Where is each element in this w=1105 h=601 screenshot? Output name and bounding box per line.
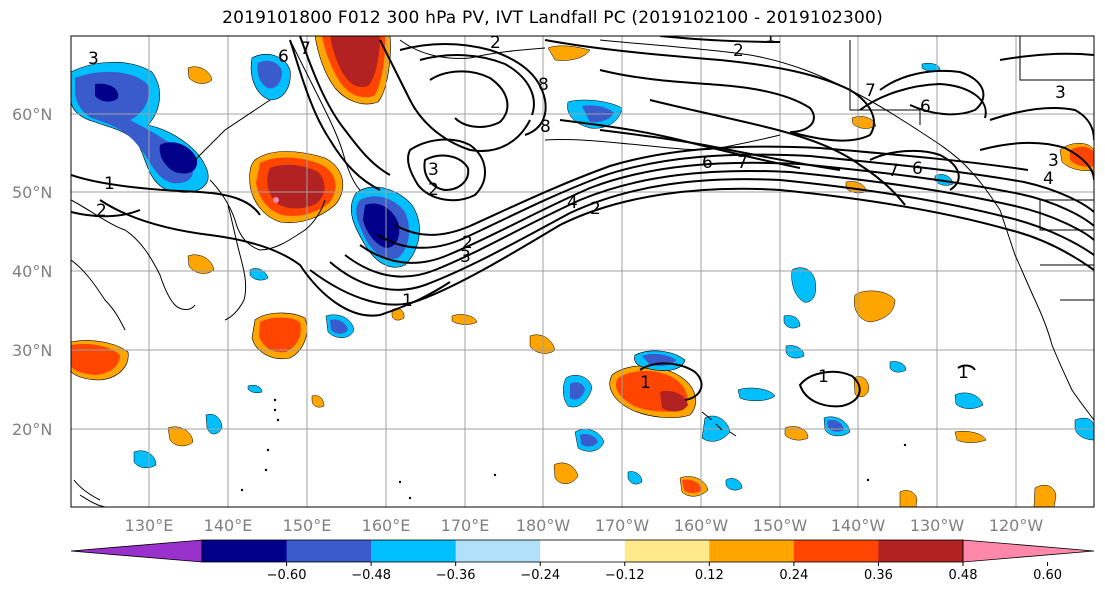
colorbar-segment xyxy=(286,540,372,562)
map-panel: 3 6 7 2 1 8 8 6 2 1 2 3 2 2 7 6 3 7 6 4 … xyxy=(71,27,1094,507)
colorbar-tick-label: 0.12 xyxy=(695,568,724,583)
contour-label: 1 xyxy=(640,373,651,393)
contour-label: 2 xyxy=(590,199,601,219)
colorbar-segment xyxy=(793,540,879,562)
contour-label: 7 xyxy=(300,39,311,59)
colorbar-tick-label: 0.36 xyxy=(864,568,893,583)
colorbar-tick-label: 0.60 xyxy=(1033,568,1062,583)
lon-label: 180°W xyxy=(516,516,571,535)
lon-label: 140°E xyxy=(204,516,253,535)
contour-label: 2 xyxy=(96,201,107,221)
contour-label: 1 xyxy=(818,367,829,387)
colorbar-segment xyxy=(624,540,710,562)
contour-label: 6 xyxy=(278,47,289,67)
colorbar-segment xyxy=(455,540,541,562)
contour-label: 6 xyxy=(702,153,713,173)
contour-label: 7 xyxy=(888,161,899,181)
lon-label: 170°W xyxy=(595,516,650,535)
longitude-labels: 130°E 140°E 150°E 160°E 170°E 180°W 170°… xyxy=(125,516,1044,535)
colorbar-frame xyxy=(201,539,964,563)
contour-label: 7 xyxy=(865,81,876,101)
island-dots xyxy=(240,398,907,500)
contour-label: 2 xyxy=(490,33,501,53)
lat-label: 50°N xyxy=(12,183,52,202)
contour-label: 1 xyxy=(402,291,413,311)
latitude-labels: 60°N 50°N 40°N 30°N 20°N xyxy=(12,105,52,439)
lon-label: 130°W xyxy=(910,516,965,535)
contour-label: 8 xyxy=(538,75,549,95)
contour-label: 2 xyxy=(733,41,744,61)
lat-label: 30°N xyxy=(12,341,52,360)
colorbar-segment xyxy=(878,540,964,562)
contour-label: 4 xyxy=(567,193,578,213)
contour-label: 2 xyxy=(428,180,439,200)
colorbar-segment xyxy=(371,540,457,562)
colorbar-tick-label: −0.48 xyxy=(351,568,391,583)
contour-label: 6 xyxy=(912,159,923,179)
ivt-contours xyxy=(71,36,1094,408)
contour-label: 1 xyxy=(104,174,115,194)
colorbar-segment xyxy=(202,540,288,562)
map-frame xyxy=(70,35,1095,508)
colorbar-tick-label: 0.48 xyxy=(949,568,978,583)
colorbar: −0.60 −0.48 −0.36 −0.24 −0.12 0.12 0.24 0.36 0.4… xyxy=(70,539,1095,583)
contour-labels: 3 6 7 2 1 8 8 6 2 1 2 3 2 2 7 6 3 7 6 4 … xyxy=(88,27,1066,393)
contour-label: 3 xyxy=(1055,83,1066,103)
lat-label: 20°N xyxy=(12,420,52,439)
colorbar-tick-label: −0.12 xyxy=(605,568,645,583)
colorbar-extend-high xyxy=(962,539,1095,563)
lat-label: 40°N xyxy=(12,262,52,281)
lon-label: 130°E xyxy=(125,516,174,535)
contour-label: 6 xyxy=(920,97,931,117)
map-title: 2019101800 F012 300 hPa PV, IVT Landfall… xyxy=(222,8,883,28)
lat-label: 60°N xyxy=(12,105,52,124)
lon-label: 160°E xyxy=(362,516,411,535)
lon-label: 150°W xyxy=(753,516,808,535)
colorbar-tick-label: −0.24 xyxy=(520,568,560,583)
contour-label: 8 xyxy=(540,117,551,137)
colorbar-extend-low xyxy=(70,539,203,563)
contour-label: 2 xyxy=(462,233,473,253)
colorbar-segment xyxy=(540,540,626,562)
lon-label: 170°E xyxy=(441,516,490,535)
colorbar-segment xyxy=(709,540,795,562)
graticule xyxy=(71,36,1094,507)
lon-label: 140°W xyxy=(831,516,886,535)
lon-label: 150°E xyxy=(283,516,332,535)
contour-label: 3 xyxy=(1048,151,1059,171)
contour-label: 7 xyxy=(737,153,748,173)
colorbar-tick-label: −0.36 xyxy=(436,568,476,583)
colorbar-tick-label: −0.60 xyxy=(267,568,307,583)
colorbar-tick-label: 0.24 xyxy=(779,568,808,583)
lon-label: 160°W xyxy=(674,516,729,535)
contour-label: 4 xyxy=(1043,169,1054,189)
contour-label: 3 xyxy=(460,247,471,267)
contour-label: 1 xyxy=(958,363,969,383)
lon-label: 120°W xyxy=(989,516,1044,535)
contour-label: 1 xyxy=(765,27,776,47)
contour-label: 3 xyxy=(428,160,439,180)
contour-label: 3 xyxy=(88,49,99,69)
